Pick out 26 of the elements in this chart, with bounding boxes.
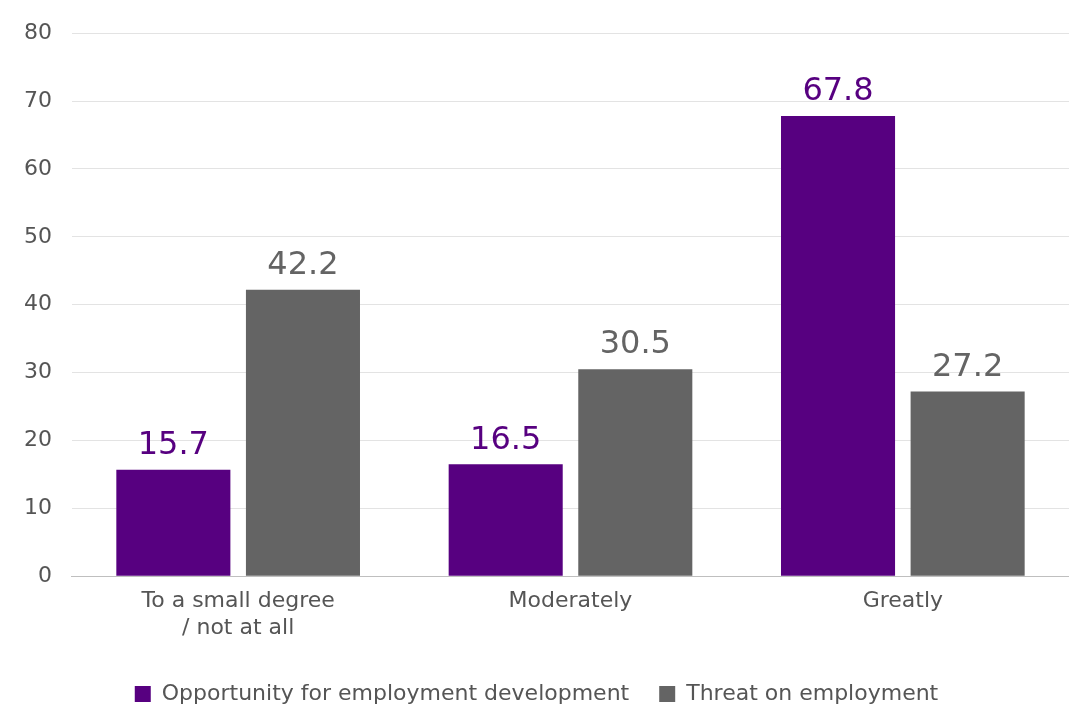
bar xyxy=(781,116,896,576)
bar xyxy=(910,391,1025,576)
y-tick-label: 30 xyxy=(23,358,52,384)
data-label: 42.2 xyxy=(267,244,339,283)
bar xyxy=(448,464,563,576)
data-label: 16.5 xyxy=(470,418,542,457)
y-tick-label: 60 xyxy=(23,154,52,180)
data-label: 30.5 xyxy=(599,323,671,362)
legend-label: Opportunity for employment development xyxy=(161,679,630,705)
x-tick-label: Moderately xyxy=(508,587,633,613)
y-tick-label: 80 xyxy=(23,18,52,44)
data-label: 67.8 xyxy=(802,70,874,109)
y-tick-label: 20 xyxy=(23,426,52,452)
y-tick-label: 70 xyxy=(23,86,52,112)
y-tick-label: 10 xyxy=(23,494,52,520)
y-tick-label: 0 xyxy=(37,561,52,587)
x-tick-label: To a small degree / not at all xyxy=(140,587,335,639)
bar xyxy=(245,289,360,576)
x-tick-label: Greatly xyxy=(862,587,944,613)
data-label: 15.7 xyxy=(137,423,209,462)
bar xyxy=(578,369,693,576)
legend-label: Threat on employment xyxy=(685,679,939,705)
data-label: 27.2 xyxy=(932,345,1004,384)
bar xyxy=(116,469,231,576)
y-tick-label: 50 xyxy=(23,222,52,248)
y-tick-label: 40 xyxy=(23,290,52,316)
